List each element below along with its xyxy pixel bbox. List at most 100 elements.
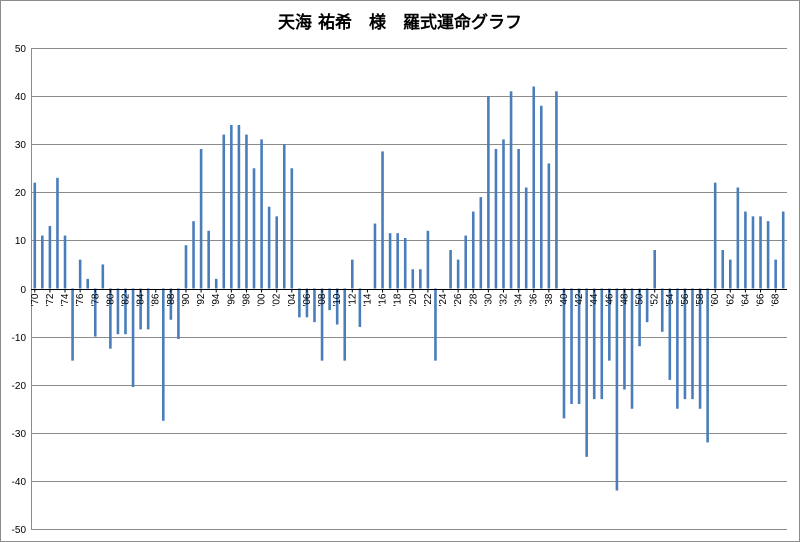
bar — [502, 139, 505, 289]
bar — [562, 288, 566, 419]
x-tick-label: '18 — [393, 293, 404, 306]
bar — [547, 163, 551, 289]
x-tick-label: '76 — [75, 293, 86, 306]
x-tick-label: '26 — [453, 293, 464, 306]
bar — [517, 149, 520, 289]
x-tick-label: '54 — [665, 293, 676, 306]
x-tick-label: '94 — [211, 293, 222, 306]
bar — [676, 288, 679, 409]
bar — [509, 91, 513, 289]
y-tick-label: -30 — [12, 429, 27, 440]
x-tick-label: '44 — [589, 293, 600, 306]
bar — [63, 235, 67, 289]
y-tick-label: 10 — [15, 236, 27, 247]
x-tick-label: '96 — [226, 293, 237, 306]
bar — [86, 278, 89, 289]
x-tick-label: '52 — [650, 293, 661, 306]
bar — [320, 288, 324, 361]
bar — [623, 288, 626, 390]
bar — [426, 230, 430, 289]
bar — [146, 288, 150, 330]
x-tick-label: '38 — [544, 293, 555, 306]
bar — [449, 250, 452, 289]
bar — [131, 288, 135, 388]
x-tick-label: '30 — [483, 293, 494, 306]
bar — [396, 233, 399, 289]
bar — [222, 134, 226, 289]
bar — [524, 187, 528, 289]
x-tick-label: '36 — [529, 293, 540, 306]
x-tick-label: '06 — [302, 293, 313, 306]
bar — [33, 182, 37, 289]
x-tick-label: '82 — [121, 293, 132, 306]
bar — [290, 168, 294, 289]
bar — [328, 288, 331, 311]
x-tick-label: '48 — [619, 293, 630, 306]
x-tick-label: '40 — [559, 293, 570, 306]
bar — [456, 259, 460, 289]
x-tick-label: '10 — [332, 293, 343, 306]
y-tick-label: -50 — [12, 525, 27, 536]
chart-title: 天海 祐希 様 羅式運命グラフ — [278, 13, 522, 33]
bar — [139, 288, 142, 330]
bar — [751, 216, 755, 289]
bar — [71, 288, 74, 361]
bar — [434, 288, 437, 361]
bar — [729, 259, 732, 289]
bar — [388, 233, 392, 289]
bar — [214, 278, 218, 289]
x-tick-label: '56 — [680, 293, 691, 306]
x-tick-label: '46 — [604, 293, 615, 306]
x-tick-label: '80 — [105, 293, 116, 306]
bar — [56, 177, 59, 289]
bar — [479, 197, 483, 289]
bar — [691, 288, 694, 400]
bar — [713, 182, 717, 289]
y-tick-label: -10 — [12, 333, 27, 344]
bar — [645, 288, 649, 323]
bar — [373, 223, 377, 289]
bar — [403, 238, 407, 289]
bar — [101, 264, 105, 289]
x-tick-label: '34 — [514, 293, 525, 306]
bar — [260, 139, 263, 289]
y-tick-label: -20 — [12, 381, 27, 392]
bar — [351, 259, 354, 289]
y-tick-label: 30 — [15, 140, 27, 151]
bar — [585, 288, 588, 457]
bar — [540, 105, 543, 289]
bar — [275, 216, 278, 289]
bar — [343, 288, 347, 361]
bar — [358, 288, 362, 327]
bar — [638, 288, 641, 347]
bar — [774, 259, 777, 289]
x-tick-label: '66 — [756, 293, 767, 306]
bar — [532, 86, 536, 289]
x-tick-label: '78 — [90, 293, 101, 306]
x-tick-label: '24 — [438, 293, 449, 306]
bar — [169, 288, 173, 320]
bar — [93, 288, 97, 337]
bar — [668, 288, 672, 380]
bar — [487, 96, 490, 289]
bar — [230, 124, 233, 289]
x-tick-label: '70 — [30, 293, 41, 306]
y-tick-label: 50 — [15, 44, 27, 55]
x-tick-label: '08 — [317, 293, 328, 306]
bar — [600, 288, 604, 400]
bar — [78, 259, 82, 289]
y-tick-label: -40 — [12, 477, 27, 488]
bar — [744, 211, 747, 289]
x-tick-label: '88 — [166, 293, 177, 306]
bar — [305, 288, 309, 318]
bar — [381, 151, 384, 289]
x-tick-label: '50 — [635, 293, 646, 306]
x-tick-label: '74 — [60, 293, 71, 306]
bar — [207, 230, 210, 289]
bar — [419, 269, 422, 289]
x-tick-label: '86 — [151, 293, 162, 306]
bar — [313, 288, 316, 323]
bar — [706, 288, 709, 443]
bar — [615, 288, 619, 491]
